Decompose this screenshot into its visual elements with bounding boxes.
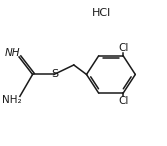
Text: Cl: Cl [119, 96, 129, 106]
Text: S: S [51, 69, 58, 79]
Text: NH: NH [5, 48, 21, 58]
Text: HCl: HCl [91, 8, 111, 18]
Text: Cl: Cl [119, 43, 129, 53]
Text: NH₂: NH₂ [2, 95, 22, 105]
